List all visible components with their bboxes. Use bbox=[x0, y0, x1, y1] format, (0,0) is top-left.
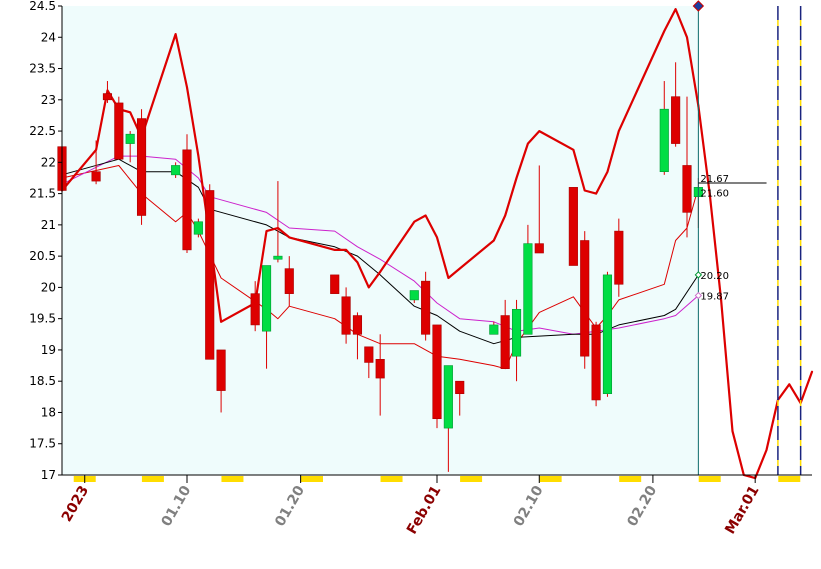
candle-body bbox=[443, 365, 453, 429]
candle-body bbox=[500, 315, 510, 369]
value-label: 20.20 bbox=[700, 271, 729, 282]
y-tick-label: 22 bbox=[41, 155, 56, 169]
y-tick-label: 20 bbox=[41, 280, 56, 294]
overlays: 21.67 21.60 20.20 19.87 bbox=[692, 0, 802, 475]
candle-body bbox=[591, 324, 601, 401]
week-marker bbox=[539, 476, 562, 482]
candle-body bbox=[534, 243, 544, 254]
week-marker bbox=[619, 476, 642, 482]
y-tick-label: 23 bbox=[41, 93, 56, 107]
candle-body bbox=[205, 190, 215, 360]
y-tick-label: 19 bbox=[41, 343, 56, 357]
y-tick-label: 23.5 bbox=[29, 62, 56, 76]
candle-body bbox=[659, 108, 669, 173]
candle-body bbox=[421, 280, 431, 335]
x-tick-label: Feb.01 bbox=[404, 483, 445, 537]
candle-body bbox=[341, 296, 351, 335]
week-marker bbox=[221, 476, 244, 482]
y-tick-label: 19.5 bbox=[29, 312, 56, 326]
y-tick-label: 20.5 bbox=[29, 249, 56, 263]
y-tick-label: 24 bbox=[41, 30, 56, 44]
x-tick-label: Mar.01 bbox=[722, 483, 762, 537]
x-tick-label: 2023 bbox=[59, 483, 92, 525]
y-tick-label: 21 bbox=[41, 218, 56, 232]
value-label: 21.67 bbox=[700, 174, 729, 185]
y-tick-label: 17 bbox=[41, 468, 56, 482]
band-upper-line bbox=[60, 8, 700, 323]
candle-body bbox=[261, 265, 272, 332]
value-label: 21.60 bbox=[700, 188, 729, 199]
value-dot bbox=[694, 291, 703, 300]
candle-body bbox=[114, 102, 124, 160]
candle-body bbox=[602, 274, 613, 395]
candle-body bbox=[171, 165, 181, 176]
x-tick-label: 02.20 bbox=[624, 483, 660, 530]
candle-body bbox=[523, 243, 533, 335]
y-tick-label: 18 bbox=[41, 405, 56, 419]
candle-body bbox=[250, 293, 260, 326]
candle-body bbox=[375, 359, 385, 379]
candle-body bbox=[136, 118, 147, 216]
candle-body bbox=[125, 133, 135, 144]
candle-body bbox=[432, 324, 442, 420]
value-dot bbox=[694, 271, 703, 279]
candle-body bbox=[273, 255, 283, 260]
y-tick-label: 18.5 bbox=[29, 374, 56, 388]
candle-body bbox=[682, 165, 692, 213]
signal-diamond-marker bbox=[692, 0, 705, 12]
candle-body bbox=[216, 349, 226, 391]
value-label: 19.87 bbox=[700, 292, 729, 303]
x-tick-label: 01.20 bbox=[272, 483, 308, 530]
candle-body bbox=[91, 171, 101, 182]
week-marker bbox=[301, 476, 323, 482]
candle-body bbox=[364, 346, 374, 363]
week-marker bbox=[460, 476, 483, 482]
week-marker bbox=[698, 476, 721, 482]
y-tick-label: 22.5 bbox=[29, 124, 56, 138]
candle-body bbox=[580, 240, 590, 357]
candle-body bbox=[614, 230, 624, 285]
candle-body bbox=[568, 187, 578, 266]
candle-body bbox=[102, 93, 113, 101]
y-tick-label: 21.5 bbox=[29, 187, 56, 201]
candle-body bbox=[455, 380, 465, 395]
week-marker bbox=[141, 476, 164, 482]
candle-body bbox=[671, 96, 681, 144]
candle-body bbox=[330, 274, 340, 294]
candle-body bbox=[193, 221, 203, 235]
candle-body bbox=[352, 315, 363, 335]
candle-body bbox=[489, 324, 499, 335]
candle-body bbox=[182, 149, 192, 251]
x-tick-label: 01.10 bbox=[158, 483, 194, 530]
week-marker bbox=[778, 476, 801, 482]
candle-body bbox=[409, 290, 419, 301]
week-marker bbox=[380, 476, 403, 482]
y-tick-label: 17.5 bbox=[29, 437, 56, 451]
y-tick-label: 24.5 bbox=[29, 0, 56, 13]
candle-body bbox=[511, 308, 522, 357]
candle-body bbox=[284, 268, 294, 294]
x-tick-label: 02.10 bbox=[511, 483, 547, 530]
